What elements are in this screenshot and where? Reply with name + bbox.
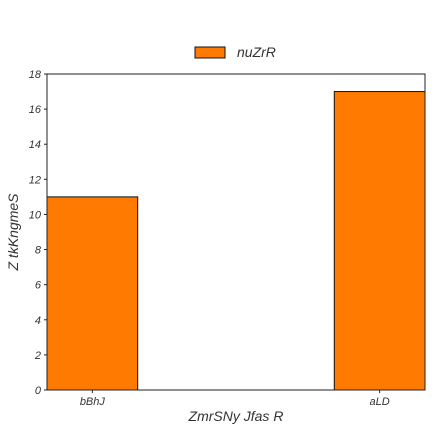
y-tick-label: 4	[35, 315, 41, 327]
bar-bBhJ	[46, 196, 139, 391]
x-tick-label: bBhJ	[80, 396, 106, 408]
bars	[46, 91, 426, 391]
legend: nuZrR	[194, 44, 276, 60]
y-axis-ticks: 0 2 4 6 8 10 12 14 16 18	[29, 69, 47, 397]
y-tick-label: 6	[35, 280, 42, 292]
y-tick-label: 8	[35, 245, 42, 257]
x-axis-ticks: bBhJ aLD	[80, 390, 390, 408]
y-tick-label: 12	[29, 174, 41, 186]
x-tick-label: aLD	[370, 396, 390, 408]
legend-swatch-nuZrR	[194, 46, 226, 59]
plot-frame	[46, 73, 426, 391]
y-tick-label: 0	[35, 385, 42, 397]
bar-aLD	[333, 91, 426, 391]
y-tick-label: 10	[29, 209, 42, 221]
y-tick-label: 2	[34, 350, 41, 362]
y-tick-label: 18	[29, 69, 42, 81]
x-axis-label: ZmrSNy Jfas R	[188, 408, 284, 424]
y-tick-label: 14	[29, 139, 41, 151]
y-tick-label: 16	[29, 104, 42, 116]
legend-label-nuZrR: nuZrR	[237, 44, 276, 60]
y-axis-label: Z tkKngmeS	[5, 193, 21, 272]
